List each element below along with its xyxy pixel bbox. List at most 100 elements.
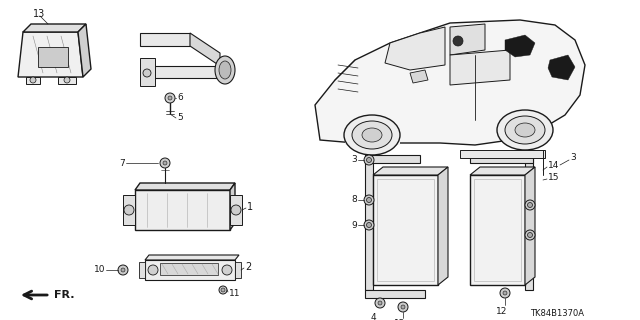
Text: FR.: FR. (54, 290, 74, 300)
Polygon shape (525, 155, 533, 290)
Text: 6: 6 (177, 93, 183, 102)
Polygon shape (385, 27, 445, 70)
Bar (160, 263, 218, 275)
Ellipse shape (219, 286, 227, 294)
Text: 12: 12 (394, 318, 405, 320)
Ellipse shape (525, 230, 535, 240)
Polygon shape (450, 50, 510, 85)
Text: 3: 3 (351, 156, 357, 164)
Ellipse shape (362, 128, 382, 142)
Ellipse shape (121, 268, 125, 272)
Text: 1: 1 (247, 202, 253, 212)
Ellipse shape (165, 93, 175, 103)
Text: 8: 8 (351, 196, 357, 204)
Text: TK84B1370A: TK84B1370A (530, 308, 584, 317)
Polygon shape (373, 167, 448, 175)
Ellipse shape (527, 203, 532, 207)
Ellipse shape (124, 205, 134, 215)
Ellipse shape (344, 115, 400, 155)
Polygon shape (525, 167, 535, 285)
Text: 13: 13 (33, 9, 45, 19)
Text: 12: 12 (496, 307, 508, 316)
Polygon shape (145, 260, 235, 280)
Ellipse shape (118, 265, 128, 275)
Polygon shape (450, 24, 485, 55)
Polygon shape (18, 32, 83, 77)
Ellipse shape (375, 298, 385, 308)
Polygon shape (470, 175, 525, 285)
Polygon shape (139, 262, 145, 278)
Polygon shape (38, 47, 68, 67)
Polygon shape (150, 66, 220, 78)
Polygon shape (135, 183, 235, 190)
Polygon shape (145, 255, 239, 260)
Polygon shape (410, 70, 428, 83)
Polygon shape (373, 175, 438, 285)
Text: 2: 2 (245, 262, 252, 272)
Polygon shape (470, 155, 533, 163)
Ellipse shape (367, 157, 371, 163)
Ellipse shape (527, 233, 532, 237)
Ellipse shape (497, 110, 553, 150)
Ellipse shape (401, 305, 405, 309)
Polygon shape (230, 183, 235, 230)
Ellipse shape (398, 302, 408, 312)
Ellipse shape (352, 121, 392, 149)
Ellipse shape (503, 291, 507, 295)
Text: 4: 4 (371, 313, 376, 320)
Polygon shape (78, 24, 91, 77)
Polygon shape (235, 262, 241, 278)
Polygon shape (548, 55, 575, 80)
Ellipse shape (219, 61, 231, 79)
Ellipse shape (525, 200, 535, 210)
Ellipse shape (453, 36, 463, 46)
Ellipse shape (367, 222, 371, 228)
Ellipse shape (231, 205, 241, 215)
Ellipse shape (160, 158, 170, 168)
Polygon shape (365, 155, 373, 290)
Text: 11: 11 (229, 290, 241, 299)
Polygon shape (123, 195, 135, 225)
Ellipse shape (163, 161, 167, 165)
Text: 15: 15 (548, 172, 559, 181)
Polygon shape (505, 35, 535, 57)
Ellipse shape (143, 69, 151, 77)
Text: 7: 7 (119, 158, 125, 167)
Ellipse shape (364, 220, 374, 230)
Polygon shape (315, 20, 585, 145)
Text: 5: 5 (177, 114, 183, 123)
Polygon shape (365, 155, 420, 163)
Polygon shape (58, 77, 76, 84)
Polygon shape (470, 167, 535, 175)
Polygon shape (140, 58, 155, 86)
Polygon shape (190, 33, 220, 66)
Ellipse shape (505, 116, 545, 144)
Polygon shape (460, 150, 545, 158)
Text: 14: 14 (548, 161, 559, 170)
Bar (377, 179, 434, 281)
Ellipse shape (148, 265, 158, 275)
Bar (474, 179, 521, 281)
Ellipse shape (222, 265, 232, 275)
Text: 3: 3 (570, 154, 576, 163)
Polygon shape (365, 290, 425, 298)
Ellipse shape (221, 288, 225, 292)
Ellipse shape (30, 77, 36, 83)
Polygon shape (26, 77, 40, 84)
Polygon shape (23, 24, 86, 32)
Ellipse shape (168, 96, 172, 100)
Ellipse shape (364, 155, 374, 165)
Ellipse shape (215, 56, 235, 84)
Polygon shape (345, 110, 400, 145)
Polygon shape (140, 33, 190, 46)
Text: 9: 9 (351, 220, 357, 229)
Ellipse shape (515, 123, 535, 137)
Text: 10: 10 (93, 266, 105, 275)
Polygon shape (438, 167, 448, 285)
Polygon shape (135, 190, 230, 230)
Ellipse shape (364, 195, 374, 205)
Polygon shape (230, 195, 242, 225)
Ellipse shape (64, 77, 70, 83)
Ellipse shape (378, 301, 382, 305)
Ellipse shape (367, 197, 371, 203)
